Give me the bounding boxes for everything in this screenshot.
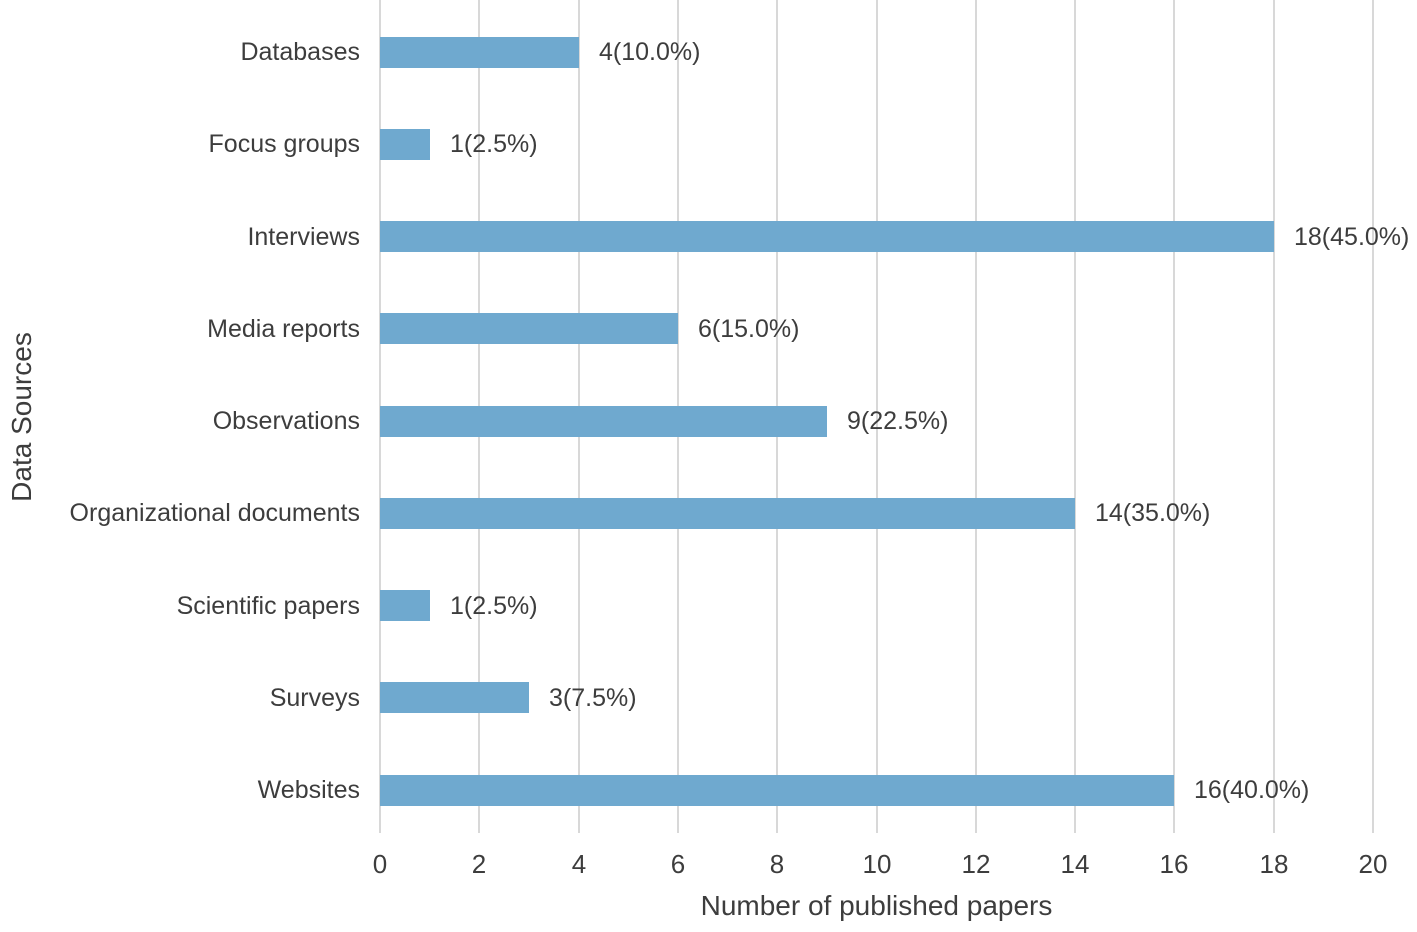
- category-label: Focus groups: [208, 130, 360, 158]
- bar: [380, 221, 1274, 252]
- value-label: 4(10.0%): [599, 38, 701, 66]
- x-tick-label: 2: [471, 849, 487, 879]
- x-tick-label: 12: [961, 849, 991, 879]
- x-tick-label: 18: [1259, 849, 1289, 879]
- bar: [380, 590, 430, 621]
- category-label: Observations: [212, 407, 360, 435]
- gridline: [1074, 0, 1077, 833]
- gridline: [1272, 0, 1275, 833]
- category-label: Interviews: [247, 223, 360, 251]
- value-label: 1(2.5%): [450, 592, 538, 620]
- gridline: [974, 0, 977, 833]
- x-tick-label: 20: [1358, 849, 1388, 879]
- category-label: Scientific papers: [176, 592, 360, 620]
- gridline: [1372, 0, 1374, 833]
- bar: [380, 37, 579, 68]
- x-tick-label: 0: [372, 849, 388, 879]
- bar: [380, 313, 678, 344]
- value-label: 9(22.5%): [847, 407, 949, 435]
- bar: [380, 682, 529, 713]
- value-label: 14(35.0%): [1095, 499, 1211, 527]
- value-label: 6(15.0%): [698, 315, 800, 343]
- bar: [380, 129, 430, 160]
- x-tick-label: 6: [670, 849, 686, 879]
- x-tick-label: 4: [571, 849, 587, 879]
- x-tick-label: 16: [1159, 849, 1189, 879]
- gridline: [1173, 0, 1176, 833]
- value-label: 18(45.0%): [1294, 223, 1410, 251]
- value-label: 1(2.5%): [450, 130, 538, 158]
- value-label: 3(7.5%): [549, 684, 637, 712]
- plot-area: [379, 0, 1374, 833]
- category-label: Surveys: [269, 684, 360, 712]
- bar: [380, 406, 827, 437]
- gridline: [875, 0, 878, 833]
- x-axis-title: Number of published papers: [700, 890, 1053, 921]
- x-tick-label: 8: [769, 849, 785, 879]
- value-label: 16(40.0%): [1194, 776, 1310, 804]
- bar: [380, 498, 1075, 529]
- x-tick-label: 10: [862, 849, 892, 879]
- category-label: Websites: [257, 776, 360, 804]
- category-label: Databases: [240, 38, 360, 66]
- category-label: Organizational documents: [69, 499, 360, 527]
- category-label: Media reports: [207, 315, 360, 343]
- bar: [380, 775, 1174, 806]
- x-tick-label: 14: [1060, 849, 1090, 879]
